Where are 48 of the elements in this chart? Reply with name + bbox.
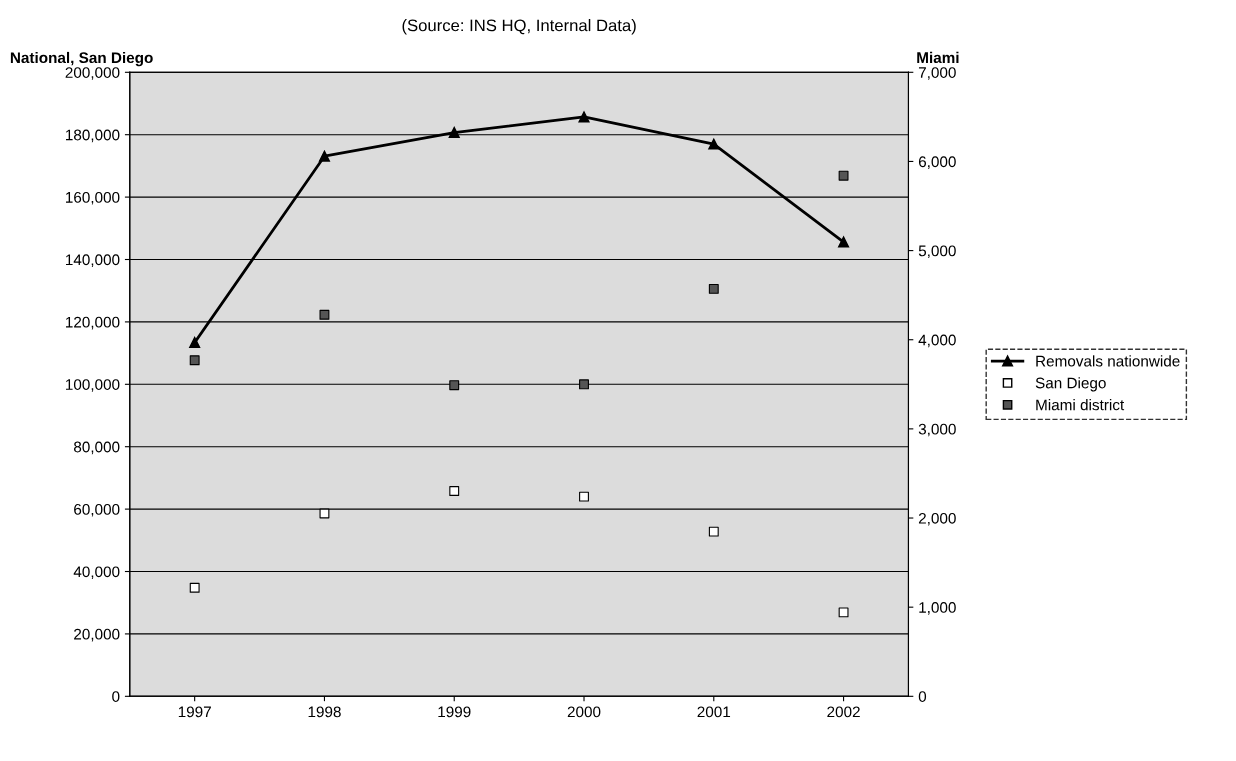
y2-tick-label: 0	[918, 691, 927, 702]
point	[448, 126, 460, 139]
y2-tick-label: 1,000	[919, 602, 956, 615]
x-tick-label: 1997	[178, 706, 211, 718]
y-tick-label: 100,000	[66, 379, 120, 392]
legend-label: San Diego	[1035, 377, 1106, 392]
x-tick-label: 1998	[308, 706, 341, 718]
point	[189, 336, 201, 349]
y-tick-label: 120,000	[66, 316, 120, 330]
y2-tick-label: 7,000	[918, 67, 956, 80]
y2-tick-label: 3,000	[918, 423, 956, 437]
y-tick-label: 80,000	[74, 441, 120, 455]
y-axis-title: National, San Diego	[10, 51, 153, 67]
point	[579, 379, 589, 390]
point	[449, 486, 460, 496]
y-tick-label: 40,000	[73, 566, 120, 579]
y2-tick-label: 5,000	[918, 245, 956, 259]
point	[318, 150, 331, 162]
point	[708, 526, 719, 537]
legend-label: Miami district	[1036, 399, 1125, 411]
x-tick-label: 1999	[438, 706, 471, 718]
point	[189, 355, 200, 366]
y-tick-label: 60,000	[74, 503, 120, 517]
y2-tick-label: 4,000	[918, 334, 956, 348]
y-tick-label: 160,000	[66, 191, 120, 205]
point	[838, 607, 849, 618]
x-tick-label: 2000	[567, 706, 601, 718]
x-tick-label: 2001	[697, 706, 731, 718]
point	[838, 236, 850, 248]
y-tick-label: 20,000	[74, 628, 120, 642]
x-tick-label: 2002	[827, 706, 860, 718]
y2-axis-title: Miami	[917, 51, 959, 64]
point	[838, 170, 849, 181]
y-tick-label: 0	[112, 691, 120, 702]
chart-subtitle: (Source: INS HQ, Internal Data)	[402, 19, 636, 35]
point	[708, 283, 719, 294]
point	[708, 138, 720, 150]
point	[578, 111, 590, 123]
point	[189, 582, 200, 593]
y-tick-label: 200,000	[65, 67, 120, 80]
y-tick-label: 180,000	[66, 129, 120, 143]
y2-tick-label: 2,000	[918, 512, 956, 526]
point	[319, 309, 330, 320]
legend-label: Removals nationwide	[1036, 355, 1180, 367]
point	[579, 491, 589, 502]
point	[449, 380, 460, 391]
y-tick-label: 140,000	[66, 254, 120, 267]
y2-tick-label: 6,000	[918, 156, 956, 169]
